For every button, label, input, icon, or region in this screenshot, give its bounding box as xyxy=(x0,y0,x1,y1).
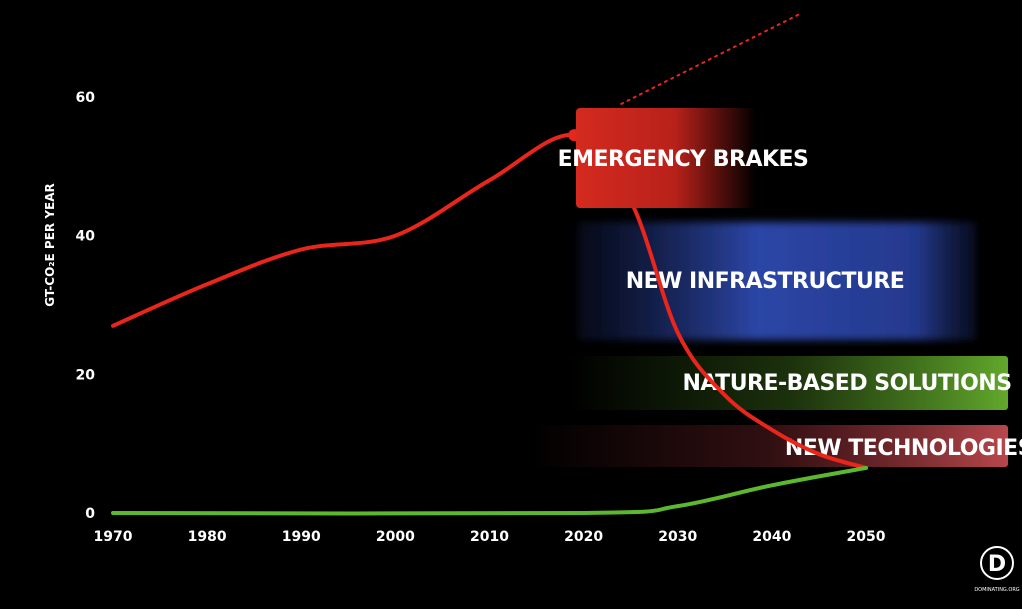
y-tick-label: 0 xyxy=(85,506,95,522)
logo-letter: D xyxy=(988,552,1006,577)
band-label: EMERGENCY BRAKES xyxy=(558,147,809,172)
y-tick-label: 20 xyxy=(76,367,96,383)
series-line-2 xyxy=(620,12,802,105)
band-label: NATURE-BASED SOLUTIONS xyxy=(682,371,1011,396)
y-tick-label: 60 xyxy=(76,90,96,106)
y-axis-label: GT-CO₂E PER YEAR xyxy=(43,183,57,307)
band-nature-based-solutions: NATURE-BASED SOLUTIONS xyxy=(568,356,1012,410)
x-tick-label: 1980 xyxy=(188,529,227,545)
logo-text: DOMINATING.ORG xyxy=(974,587,1019,593)
band-new-infrastructure: NEW INFRASTRUCTURE xyxy=(578,222,976,340)
x-tick-label: 2050 xyxy=(847,529,886,545)
x-tick-label: 2030 xyxy=(658,529,697,545)
logo: D DOMINATING.ORG xyxy=(974,546,1020,593)
y-tick-label: 40 xyxy=(76,229,96,245)
x-tick-label: 2010 xyxy=(470,529,509,545)
x-tick-label: 1990 xyxy=(282,529,321,545)
x-tick-label: 2020 xyxy=(564,529,603,545)
band-label: NEW INFRASTRUCTURE xyxy=(626,269,905,294)
band-emergency-brakes: EMERGENCY BRAKES xyxy=(558,108,809,208)
band-label: NEW TECHNOLOGIES xyxy=(785,436,1022,461)
series-line-1 xyxy=(111,465,868,516)
x-tick-label: 2000 xyxy=(376,529,415,545)
x-tick-label: 1970 xyxy=(94,529,133,545)
band-new-technologies: NEW TECHNOLOGIES xyxy=(528,425,1022,467)
x-tick-label: 2040 xyxy=(752,529,791,545)
